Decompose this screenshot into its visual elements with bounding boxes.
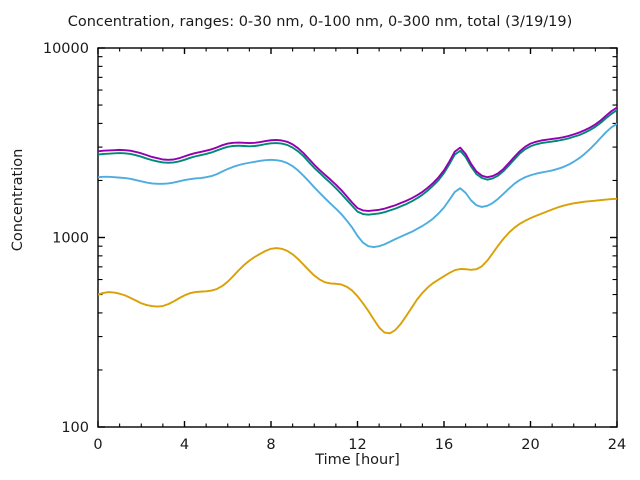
axis-frame [97, 47, 618, 428]
tick-marks [97, 47, 618, 428]
series-lines [98, 106, 617, 335]
svg-text:8: 8 [266, 437, 275, 453]
svg-text:12: 12 [348, 437, 366, 453]
chart-title: Concentration, ranges: 0-30 nm, 0-100 nm… [67, 14, 573, 30]
svg-text:16: 16 [435, 437, 453, 453]
svg-text:24: 24 [608, 437, 626, 453]
svg-text:100: 100 [61, 420, 89, 436]
svg-text:10000: 10000 [43, 41, 89, 57]
series-line-total [98, 106, 617, 212]
series-line-0-100-nm [98, 122, 617, 249]
y-axis-label: Concentration [10, 148, 26, 252]
x-axis-label: Time [hour] [315, 452, 400, 468]
series-line-0-30-nm [98, 197, 617, 335]
svg-text:0: 0 [93, 437, 102, 453]
svg-text:20: 20 [521, 437, 539, 453]
tick-labels: 0 4 8 12 16 20 24 100 1000 10000 [43, 41, 626, 453]
series-line-0-300-nm [98, 109, 617, 216]
svg-text:1000: 1000 [52, 231, 89, 247]
svg-text:4: 4 [180, 437, 189, 453]
